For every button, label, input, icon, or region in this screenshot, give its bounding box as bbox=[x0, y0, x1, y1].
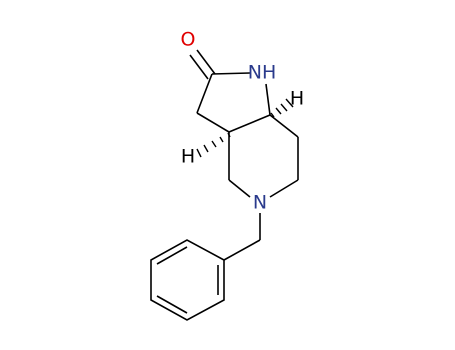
bond bbox=[223, 239, 261, 261]
bond bbox=[228, 114, 271, 133]
bonds bbox=[150, 49, 299, 321]
atom-label: O bbox=[181, 29, 196, 51]
bond bbox=[196, 49, 216, 75]
bond bbox=[196, 73, 213, 114]
bond bbox=[211, 72, 251, 75]
atom-label: H bbox=[290, 88, 304, 110]
atom-label: NH bbox=[248, 62, 277, 84]
bond bbox=[189, 54, 209, 80]
benzene-ring bbox=[150, 239, 225, 321]
atom-label: H bbox=[181, 146, 195, 168]
bond bbox=[269, 179, 299, 198]
atom-label: N bbox=[253, 192, 267, 214]
bond bbox=[265, 83, 271, 116]
bond bbox=[156, 295, 188, 314]
hashed-bond bbox=[270, 98, 294, 118]
bond bbox=[196, 112, 230, 133]
bond bbox=[269, 114, 299, 138]
bond bbox=[228, 179, 251, 198]
bond bbox=[156, 246, 188, 265]
hashed-bond bbox=[196, 132, 231, 158]
